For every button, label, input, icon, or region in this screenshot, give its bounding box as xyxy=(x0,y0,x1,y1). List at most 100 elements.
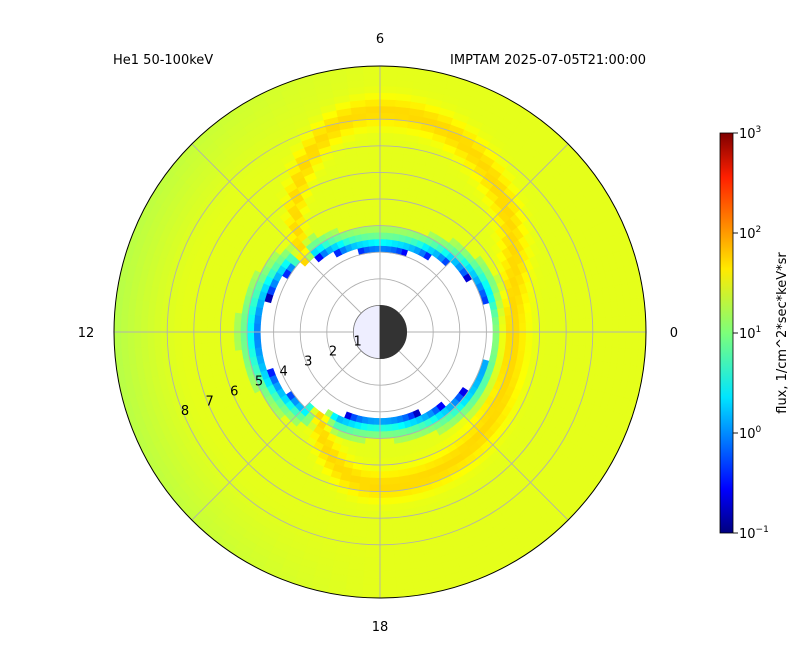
heatmap-cell xyxy=(371,451,381,459)
heatmap-cell xyxy=(146,331,155,348)
heatmap-cell xyxy=(572,318,580,333)
heatmap-cell xyxy=(379,145,393,154)
heatmap-cell xyxy=(379,451,389,459)
heatmap-cell xyxy=(140,316,149,333)
heatmap-cell xyxy=(365,225,374,234)
heatmap-cell xyxy=(371,205,381,213)
radial-tick-label: 4 xyxy=(279,364,287,379)
heatmap-cell xyxy=(388,470,400,479)
heatmap-cell xyxy=(384,245,392,254)
heatmap-cell xyxy=(379,218,388,227)
heatmap-cell xyxy=(226,331,235,343)
angular-gridline xyxy=(191,143,381,333)
chart-title-right: IMPTAM 2025-07-05T21:00:00 xyxy=(450,53,646,68)
colorbar-tick-label: 103 xyxy=(739,125,761,142)
heatmap-cell xyxy=(367,152,381,160)
heatmap-cell xyxy=(364,443,373,452)
heatmap-cell xyxy=(166,331,175,347)
heatmap-cell xyxy=(386,225,395,234)
colorbar-label: flux, 1/cm^2*sec*keV*sr xyxy=(775,252,790,414)
heatmap-cell xyxy=(379,517,393,526)
heatmap-cell xyxy=(585,317,594,333)
heatmap-cell xyxy=(379,471,390,479)
heatmap-cell xyxy=(200,331,208,345)
heatmap-cell xyxy=(538,320,547,333)
heatmap-cell xyxy=(233,331,241,342)
heatmap-cell xyxy=(505,331,514,342)
heatmap-cell xyxy=(498,315,507,325)
heatmap-cell xyxy=(386,430,395,439)
heatmap-cell xyxy=(133,331,142,349)
heatmap-cell xyxy=(361,416,370,425)
radial-tick-label: 8 xyxy=(181,404,189,419)
heatmap-cell xyxy=(373,424,381,433)
heatmap-cell xyxy=(364,557,381,566)
heatmap-cell xyxy=(385,232,394,241)
angular-tick-label: 12 xyxy=(78,326,95,341)
heatmap-cell xyxy=(379,550,396,559)
heatmap-cell xyxy=(491,339,500,348)
heatmap-cell xyxy=(638,314,647,333)
heatmap-cell xyxy=(146,316,155,333)
heatmap-cell xyxy=(519,322,527,333)
heatmap-cell xyxy=(370,464,381,472)
heatmap-cell xyxy=(625,315,634,333)
heatmap-cell xyxy=(605,331,614,348)
heatmap-cell xyxy=(364,218,374,227)
angular-gridline xyxy=(191,331,381,521)
heatmap-cell xyxy=(379,72,398,81)
heatmap-cell xyxy=(379,424,387,433)
heatmap-cell xyxy=(379,105,396,114)
plot-border xyxy=(113,65,647,599)
heatmap-cell xyxy=(379,118,395,127)
heatmap-cell xyxy=(253,323,261,333)
heatmap-cell xyxy=(558,319,567,333)
radial-tick-label: 1 xyxy=(353,334,361,349)
heatmap-cell xyxy=(186,331,195,345)
heatmap-cell xyxy=(565,331,574,345)
heatmap-cell xyxy=(379,484,391,492)
heatmap-cell xyxy=(379,524,394,532)
heatmap-cell xyxy=(389,179,401,188)
heatmap-cell xyxy=(360,470,372,479)
heatmap-cell xyxy=(611,331,620,348)
heatmap-cell xyxy=(233,340,242,352)
heatmap-cell xyxy=(592,331,600,347)
heatmap-cell xyxy=(605,316,614,333)
heatmap-cell xyxy=(379,530,394,539)
heatmap-cell xyxy=(598,331,607,348)
heatmap-cell xyxy=(631,331,640,350)
heatmap-cell xyxy=(173,331,182,346)
heatmap-cell xyxy=(367,510,381,519)
heatmap-cell xyxy=(379,132,394,140)
heatmap-cell xyxy=(389,476,401,485)
angular-gridline xyxy=(379,331,569,521)
heatmap-cell xyxy=(518,340,527,352)
heatmap-cell xyxy=(246,322,255,333)
heatmap-cell xyxy=(518,312,527,324)
heatmap-cell xyxy=(611,316,620,333)
heatmap-cell xyxy=(363,450,373,459)
heatmap-cell xyxy=(565,319,574,333)
heatmap-cell xyxy=(373,231,381,240)
heatmap-cell xyxy=(512,331,520,342)
angular-tick-label: 0 xyxy=(670,326,678,341)
heatmap-cell xyxy=(363,205,373,214)
heatmap-cell xyxy=(233,322,241,333)
heatmap-cell xyxy=(379,125,394,134)
heatmap-cell xyxy=(388,185,400,194)
heatmap-cell xyxy=(369,484,381,492)
heatmap-cell xyxy=(120,331,129,350)
heatmap-cell xyxy=(387,212,396,221)
heatmap-cell xyxy=(367,504,381,512)
heatmap-cell xyxy=(379,544,395,552)
heatmap-cell xyxy=(379,65,398,74)
heatmap-cell xyxy=(379,205,389,213)
heatmap-cell xyxy=(364,563,381,572)
heatmap-cell xyxy=(552,331,560,345)
chart-title-left: He1 50-100keV xyxy=(113,53,213,68)
heatmap-cell xyxy=(379,238,387,247)
heatmap-cell xyxy=(362,583,381,592)
heatmap-cell xyxy=(362,590,381,599)
